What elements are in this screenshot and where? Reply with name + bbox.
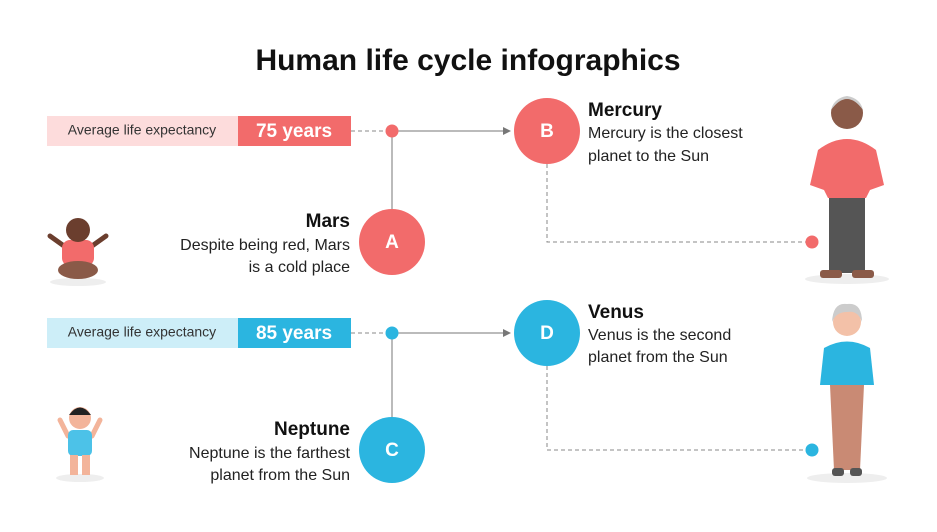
node-text: Despite being red, Mars <box>180 237 350 254</box>
dashed-connector <box>546 366 806 451</box>
node-circle <box>514 98 580 164</box>
node-text: is a cold place <box>249 259 350 276</box>
node-letter: B <box>540 121 554 142</box>
head <box>833 308 861 336</box>
shadow <box>805 274 889 284</box>
node-letter: C <box>385 440 399 461</box>
trousers <box>829 195 865 273</box>
dot <box>805 443 819 457</box>
node-circle <box>514 300 580 366</box>
row-value: 75 years <box>256 121 332 142</box>
node-title: Neptune <box>274 419 350 440</box>
head <box>831 97 863 129</box>
dashed-connector <box>546 164 806 243</box>
node-text: Neptune is the farthest <box>189 445 351 462</box>
node-title: Mercury <box>588 100 662 121</box>
row-label: Average life expectancy <box>68 324 216 340</box>
arms <box>57 417 103 439</box>
shirt <box>68 430 92 456</box>
shadow <box>56 474 104 482</box>
shadow <box>50 278 106 286</box>
node-letter: D <box>540 323 554 344</box>
hair <box>831 96 863 110</box>
shoe <box>832 468 844 476</box>
hair <box>832 303 862 322</box>
legs <box>58 261 98 279</box>
value-box <box>238 318 351 348</box>
dot <box>385 326 399 340</box>
arms <box>47 233 109 249</box>
node-title: Mars <box>306 211 350 232</box>
leg <box>70 455 78 475</box>
label-box <box>47 116 238 146</box>
node-circle <box>359 417 425 483</box>
shadow <box>807 473 887 483</box>
node-circle <box>359 209 425 275</box>
node-text: Mercury is the closest <box>588 125 743 142</box>
node-text: planet to the Sun <box>588 148 709 165</box>
row-value: 85 years <box>256 323 332 344</box>
hair <box>69 407 91 415</box>
value-box <box>238 116 351 146</box>
shirt <box>62 240 94 266</box>
row-label: Average life expectancy <box>68 122 216 138</box>
old-man-figure <box>805 96 889 284</box>
leg <box>82 455 90 475</box>
girl-figure <box>56 407 104 482</box>
shirt <box>820 341 874 385</box>
label-box <box>47 318 238 348</box>
trousers <box>830 385 864 470</box>
baby-figure <box>47 218 109 286</box>
shirt <box>810 139 884 198</box>
node-text: Venus is the second <box>588 327 731 344</box>
shoe <box>850 468 862 476</box>
node-title: Venus <box>588 302 644 323</box>
shoe <box>852 270 874 278</box>
shoe <box>820 270 842 278</box>
dot <box>385 124 399 138</box>
old-woman-figure <box>807 303 887 483</box>
node-text: planet from the Sun <box>210 467 350 484</box>
node-letter: A <box>385 232 399 253</box>
head <box>66 218 90 242</box>
node-text: planet from the Sun <box>588 349 728 366</box>
dot <box>805 235 819 249</box>
title: Human life cycle infographics <box>255 44 680 77</box>
